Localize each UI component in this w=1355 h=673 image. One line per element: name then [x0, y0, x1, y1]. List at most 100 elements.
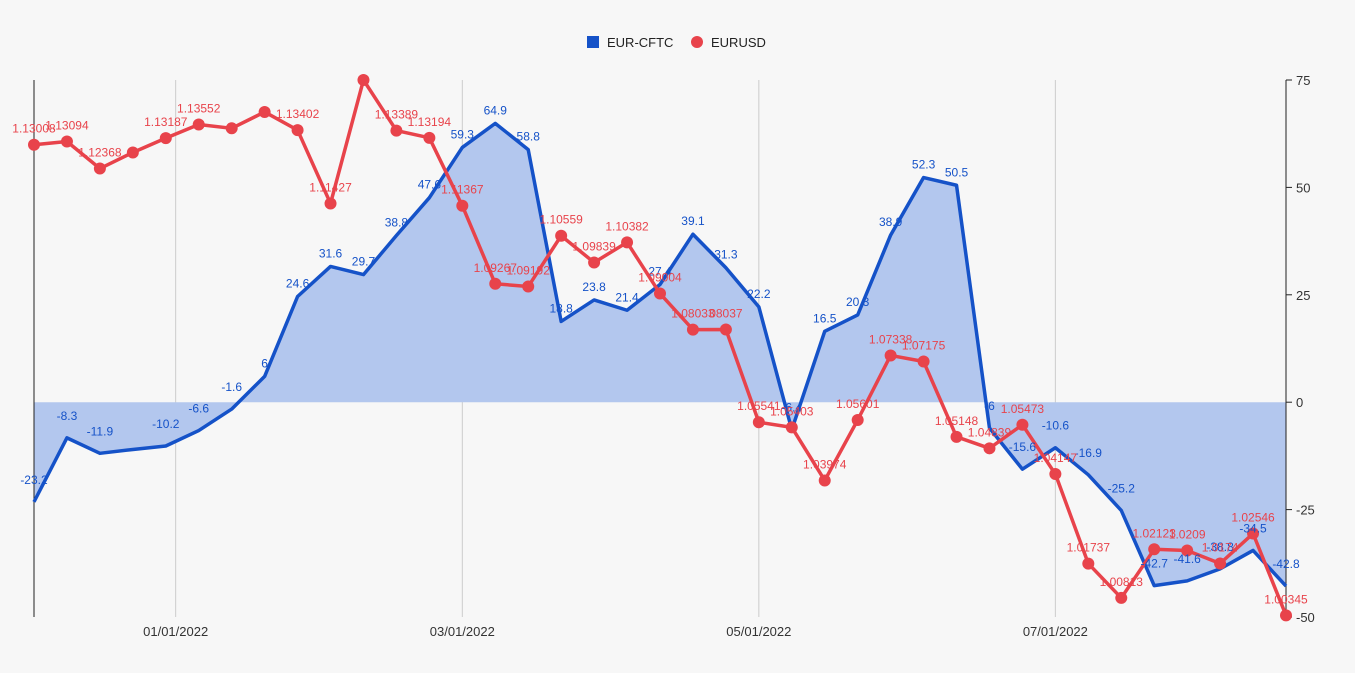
eurusd-point	[752, 416, 765, 429]
y-tick-label: 50	[1296, 180, 1310, 195]
eurusd-point	[785, 421, 798, 434]
eur-cftc-data-label: -41.6	[1173, 552, 1201, 566]
y-tick-label: 75	[1296, 73, 1310, 88]
eur-cftc-data-label: 38.9	[879, 215, 903, 229]
legend-swatch-eur-cftc	[587, 36, 599, 48]
eurusd-point	[654, 287, 666, 300]
eur-cftc-data-label: 6	[261, 356, 268, 370]
eurusd-data-label: 1.05473	[1001, 402, 1045, 416]
eurusd-data-label: 1.09839	[572, 240, 616, 254]
eur-cftc-data-label: 31.3	[714, 248, 738, 262]
eurusd-point	[1016, 418, 1029, 431]
eur-cftc-data-label: 24.6	[286, 277, 310, 291]
eurusd-point	[192, 118, 205, 131]
eurusd-data-label: 1.13187	[144, 115, 188, 129]
eur-cftc-data-label: -16.9	[1075, 446, 1103, 460]
eurusd-point	[258, 105, 271, 118]
eurusd-data-label: 1.13194	[408, 115, 452, 129]
legend-label-eurusd: EURUSD	[711, 35, 766, 50]
eurusd-data-label: 1.09192	[507, 264, 551, 278]
legend-label-eur-cftc: EUR-CFTC	[607, 35, 673, 50]
eurusd-data-label: 1.05148	[935, 414, 979, 428]
eurusd-data-label: 1.10559	[539, 213, 583, 227]
eurusd-point	[851, 414, 864, 427]
eur-cftc-data-label: 59.3	[451, 127, 475, 141]
eur-cftc-data-label: -42.8	[1272, 557, 1300, 571]
eur-cftc-data-label: -6	[984, 399, 995, 413]
eurusd-data-label: 1.13402	[276, 107, 320, 121]
eurusd-data-label: 1.08033	[671, 307, 715, 321]
eurusd-point	[225, 122, 238, 135]
eur-cftc-data-label: 21.4	[615, 290, 639, 304]
eurusd-data-label: 1.12368	[78, 146, 122, 160]
eur-cftc-data-label: 50.5	[945, 165, 969, 179]
eurusd-data-label: 1.03974	[803, 457, 847, 471]
eur-cftc-data-label: -42.7	[1141, 557, 1169, 571]
eurusd-point	[1148, 543, 1161, 556]
eurusd-point	[818, 474, 831, 487]
eurusd-data-label: 1.0209	[1169, 527, 1206, 541]
eur-cftc-data-label: 58.8	[517, 130, 541, 144]
x-tick-label: 05/01/2022	[726, 624, 791, 639]
eurusd-data-label: 1.02123	[1133, 526, 1177, 540]
eur-cftc-data-label: 39.1	[681, 214, 705, 228]
eur-cftc-data-label: -11.9	[87, 424, 114, 438]
eur-cftc-data-label: 27.4	[648, 264, 672, 278]
eurusd-data-label: 1.05403	[770, 404, 814, 418]
eurusd-point	[489, 277, 502, 290]
eurusd-point	[126, 146, 139, 159]
eurusd-data-label: 1.05601	[836, 397, 880, 411]
eur-cftc-data-label: 38.8	[385, 216, 409, 230]
eur-cftc-data-label: -25.2	[1108, 481, 1136, 495]
eurusd-point	[621, 236, 634, 249]
eur-cftc-data-label: -34.5	[1239, 521, 1267, 535]
eurusd-point	[686, 323, 699, 336]
eur-cftc-data-label: 64.9	[484, 103, 508, 117]
eur-cftc-data-label: -1.6	[221, 380, 242, 394]
eurusd-point	[1214, 557, 1227, 570]
eurusd-point	[1181, 544, 1194, 557]
eurusd-point	[1082, 557, 1095, 570]
eur-cftc-data-label: -6.4	[781, 401, 802, 415]
x-tick-label: 03/01/2022	[430, 624, 495, 639]
eurusd-point	[456, 199, 469, 212]
eurusd-data-label: 1.01737	[1067, 541, 1111, 555]
eurusd-data-label: 1.07338	[869, 332, 913, 346]
eurusd-point	[522, 280, 535, 293]
eurusd-point	[1049, 468, 1062, 481]
eurusd-point	[950, 430, 963, 443]
eurusd-data-label: 1.13094	[45, 119, 89, 133]
eur-cftc-line	[32, 121, 1288, 588]
eurusd-point	[93, 162, 106, 175]
eur-cftc-data-label: -15.6	[1009, 440, 1037, 454]
eur-cftc-data-label: -6.6	[188, 402, 209, 416]
eurusd-data-label: 08037	[709, 306, 743, 320]
eurusd-point	[291, 124, 304, 137]
eur-cftc-data-label: 22.2	[747, 287, 771, 301]
eur-cftc-area	[34, 123, 1286, 587]
eur-cftc-data-label: 52.3	[912, 158, 936, 172]
eurusd-point	[983, 442, 996, 455]
x-tick-label: 01/01/2022	[143, 624, 208, 639]
eur-cftc-data-label: 47.6	[418, 178, 442, 192]
eurusd-point	[423, 131, 436, 144]
eur-cftc-data-label: -38.8	[1206, 540, 1234, 554]
eurusd-data-label: 1.0174	[1202, 540, 1239, 554]
eur-cftc-data-label: -10.2	[152, 417, 180, 431]
eurusd-data-label: 1.09004	[638, 271, 682, 285]
eurusd-data-label: 1.04839	[968, 425, 1012, 439]
eur-cftc-data-label: -23.2	[20, 473, 48, 487]
eurusd-point	[555, 229, 568, 242]
eurusd-point	[884, 349, 897, 362]
eurusd-point	[1247, 527, 1260, 540]
y-tick-label: 0	[1296, 395, 1303, 410]
eurusd-point	[588, 256, 601, 269]
eurusd-data-label: 1.13008	[12, 122, 56, 136]
eurusd-data-label: 1.13389	[375, 108, 419, 122]
legend-swatch-eurusd	[691, 36, 703, 48]
eurusd-data-label: 1.02546	[1231, 511, 1275, 525]
eurusd-data-label: 1.04147	[1034, 451, 1078, 465]
eurusd-data-label: 1.11367	[441, 183, 484, 197]
